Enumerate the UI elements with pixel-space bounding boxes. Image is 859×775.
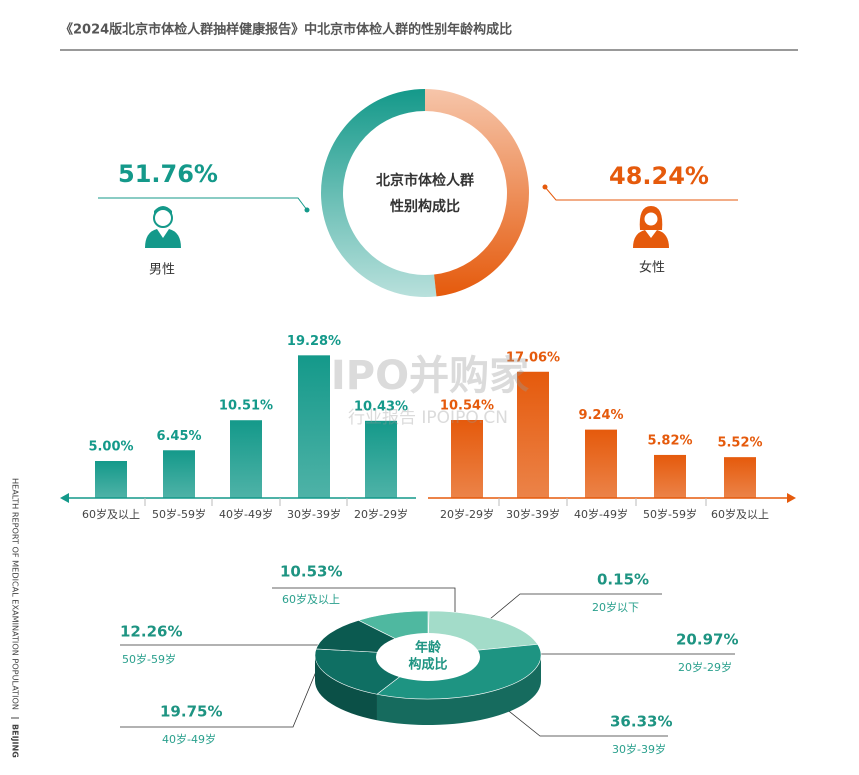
category-label: 女性 bbox=[639, 260, 665, 276]
male-icon bbox=[145, 206, 181, 248]
donut-slice bbox=[321, 89, 437, 297]
watermark-logo: IPO并购家 bbox=[331, 353, 529, 399]
x-tick-label: 50岁-59岁 bbox=[152, 507, 206, 521]
bar bbox=[585, 429, 617, 498]
axis-arrow bbox=[60, 493, 69, 503]
x-tick-label: 60岁及以上 bbox=[82, 507, 140, 521]
value-label: 10.53% bbox=[280, 563, 342, 581]
category-label: 60岁及以上 bbox=[282, 592, 340, 606]
bar bbox=[298, 355, 330, 498]
pie-hole bbox=[376, 633, 480, 681]
leader-line bbox=[98, 197, 308, 211]
value-label: 19.28% bbox=[287, 334, 341, 349]
category-label: 50岁-59岁 bbox=[122, 652, 176, 666]
center-label: 构成比 bbox=[408, 657, 447, 673]
x-tick-label: 40岁-49岁 bbox=[574, 507, 628, 521]
bar bbox=[451, 420, 483, 498]
value-label: 0.15% bbox=[597, 571, 649, 589]
x-tick-label: 50岁-59岁 bbox=[643, 507, 697, 521]
category-label: 20岁-29岁 bbox=[678, 660, 732, 674]
pie-side bbox=[315, 655, 377, 721]
axis-arrow bbox=[787, 493, 796, 503]
watermark: IPO并购家 行业报告 IPOIPO.CN bbox=[331, 353, 529, 428]
female-icon bbox=[633, 206, 669, 248]
value-label: 48.24% bbox=[609, 162, 709, 190]
side-text: HEALTH REPORT OF MEDICAL EXAMINATION POP… bbox=[11, 478, 20, 710]
value-label: 36.33% bbox=[610, 713, 672, 731]
value-label: 5.00% bbox=[88, 440, 133, 455]
value-label: 10.43% bbox=[354, 399, 408, 414]
pie-side bbox=[376, 655, 541, 726]
value-label: 10.51% bbox=[219, 399, 273, 414]
bar bbox=[724, 457, 756, 498]
x-tick-label: 30岁-39岁 bbox=[287, 507, 341, 521]
bar bbox=[230, 420, 262, 498]
leader-dot bbox=[542, 184, 548, 190]
category-label: 20岁以下 bbox=[592, 600, 639, 614]
value-label: 51.76% bbox=[118, 160, 218, 188]
leader-line bbox=[544, 186, 738, 201]
leader-dot bbox=[304, 207, 310, 213]
x-tick-label: 40岁-49岁 bbox=[219, 507, 273, 521]
value-label: 17.06% bbox=[506, 350, 560, 365]
value-label: 19.75% bbox=[160, 703, 222, 721]
donut-slice bbox=[425, 89, 529, 297]
value-label: 20.97% bbox=[676, 631, 738, 649]
side-text: BEIJING bbox=[11, 724, 20, 758]
value-label: 10.54% bbox=[440, 399, 494, 414]
x-tick-label: 20岁-29岁 bbox=[354, 507, 408, 521]
value-label: 9.24% bbox=[578, 408, 623, 423]
category-label: 男性 bbox=[149, 263, 175, 278]
x-tick-label: 30岁-39岁 bbox=[506, 507, 560, 521]
value-label: 6.45% bbox=[156, 429, 201, 444]
page-title: 《2024版北京市体检人群抽样健康报告》中北京市体检人群的性别年龄构成比 bbox=[60, 22, 512, 38]
x-tick-label: 60岁及以上 bbox=[711, 507, 769, 521]
value-label: 5.52% bbox=[717, 436, 762, 451]
category-label: 40岁-49岁 bbox=[162, 732, 216, 746]
side-caption: HEALTH REPORT OF MEDICAL EXAMINATION POP… bbox=[11, 478, 20, 758]
bar bbox=[365, 420, 397, 498]
bar bbox=[163, 450, 195, 498]
pie-leaders bbox=[120, 587, 735, 737]
x-tick-label: 20岁-29岁 bbox=[440, 507, 494, 521]
bar bbox=[654, 454, 686, 498]
bar bbox=[95, 461, 127, 498]
bar bbox=[517, 371, 549, 498]
value-label: 5.82% bbox=[647, 433, 692, 448]
value-label: 12.26% bbox=[120, 623, 182, 641]
center-label: 年龄 bbox=[415, 640, 442, 656]
center-label: 性别构成比 bbox=[390, 198, 460, 215]
watermark-text: 行业报告 IPOIPO.CN bbox=[348, 408, 508, 428]
category-label: 30岁-39岁 bbox=[612, 742, 666, 756]
center-label: 北京市体检人群 bbox=[376, 172, 474, 189]
